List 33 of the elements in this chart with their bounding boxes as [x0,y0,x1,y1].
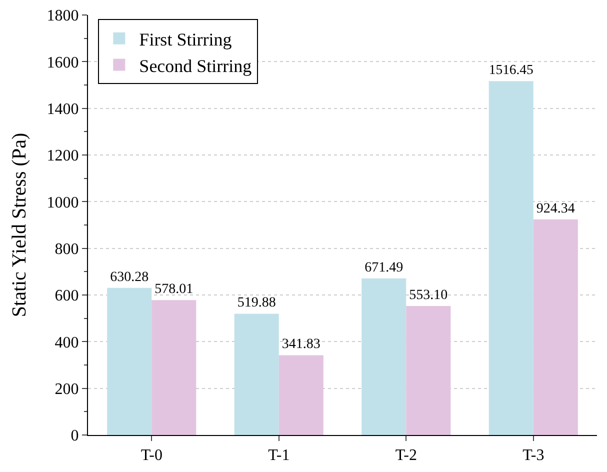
y-tick-label: 200 [54,380,79,398]
x-tick-label: T-1 [268,447,290,464]
y-tick-label: 1800 [46,8,79,25]
data-label: 671.49 [364,260,404,276]
data-label: 578.01 [154,282,194,298]
data-label: 924.34 [536,201,575,216]
y-tick-label: 400 [54,334,79,352]
x-tick-label: T-2 [395,447,417,464]
bar [278,355,324,435]
bar [152,300,196,435]
bar [488,81,534,435]
legend-label: First Stirring [139,29,232,50]
data-label: 553.10 [409,288,448,303]
bar [406,306,451,435]
y-tick-label: 600 [54,288,79,305]
y-tick-label: 1000 [46,194,79,212]
bar [107,288,152,435]
data-label: 341.83 [282,337,320,352]
bar [533,219,578,435]
data-label: 519.88 [237,296,276,311]
x-tick-label: T-3 [522,447,544,464]
legend-label: Second Stirring [139,56,252,76]
bar [234,314,279,435]
y-tick-label: 1600 [46,54,79,72]
y-axis-title: Static Yield Stress (Pa) [8,132,30,318]
y-tick-label: 800 [54,240,79,258]
data-label: 630.28 [110,270,149,285]
data-label: 1516.45 [488,62,534,78]
y-tick-label: 0 [70,428,79,445]
y-tick-label: 1400 [46,100,79,118]
bar [362,278,406,435]
y-tick-label: 1200 [46,148,79,165]
x-tick-label: T-0 [140,447,162,464]
